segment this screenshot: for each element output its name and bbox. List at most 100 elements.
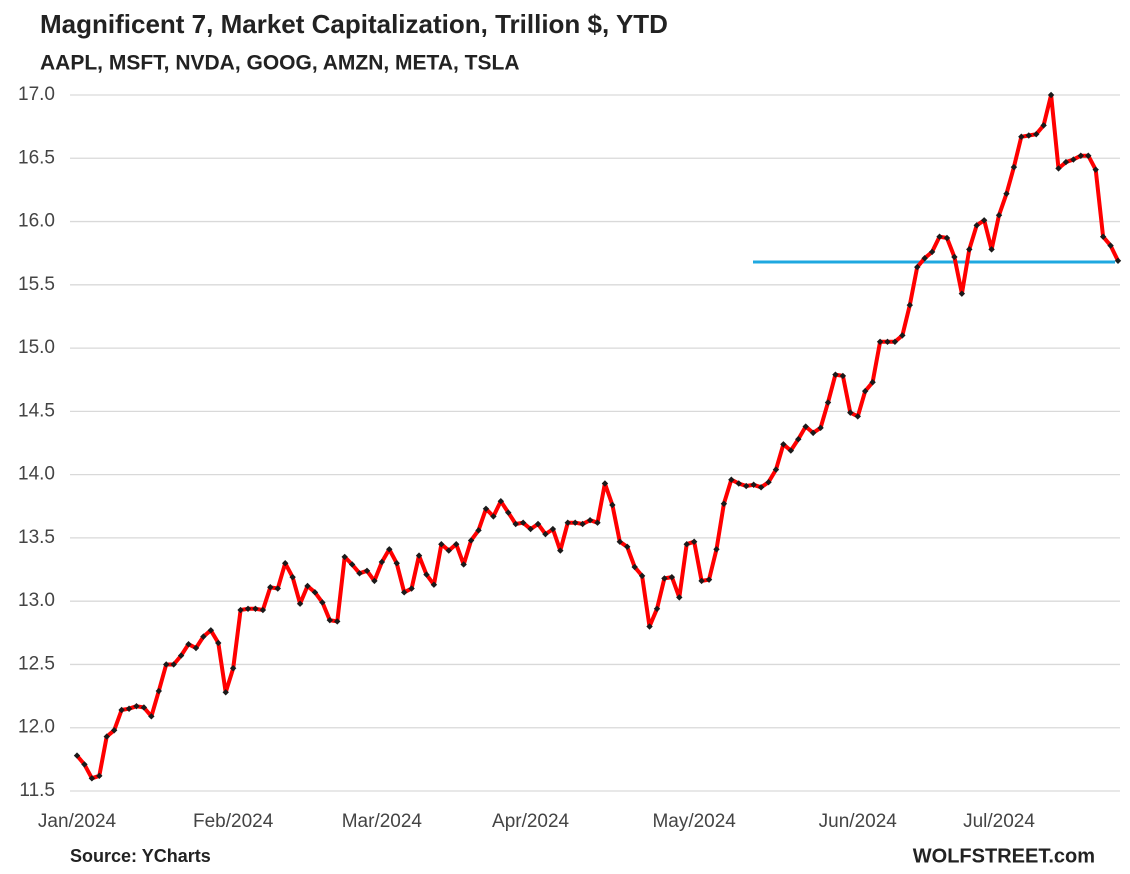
data-point xyxy=(334,618,341,625)
data-point xyxy=(1092,166,1099,173)
data-point xyxy=(296,600,304,607)
x-tick-label: Jun/2024 xyxy=(819,811,898,832)
data-point xyxy=(259,606,267,614)
data-point xyxy=(393,560,400,567)
data-point xyxy=(505,509,512,516)
data-point xyxy=(512,520,519,528)
data-point xyxy=(244,605,252,612)
data-point xyxy=(1010,163,1018,171)
data-point xyxy=(497,498,505,505)
data-point xyxy=(795,436,802,443)
data-point xyxy=(787,447,795,454)
data-point xyxy=(861,387,869,395)
data-point xyxy=(958,290,966,297)
data-point xyxy=(1077,152,1085,159)
data-point xyxy=(661,575,668,582)
data-point xyxy=(415,552,423,559)
data-point xyxy=(854,413,861,420)
data-point xyxy=(921,255,928,262)
y-tick-label: 16.5 xyxy=(18,147,55,168)
data-point xyxy=(579,520,586,528)
data-point xyxy=(363,567,371,575)
data-point xyxy=(229,665,237,672)
chart-subtitle: AAPL, MSFT, NVDA, GOOG, AMZN, META, TSLA xyxy=(40,52,519,75)
y-tick-label: 12.5 xyxy=(18,653,55,674)
data-point xyxy=(88,775,96,782)
data-point xyxy=(110,727,118,734)
data-point xyxy=(185,641,192,648)
data-point xyxy=(348,561,356,568)
data-point xyxy=(817,424,824,432)
data-point xyxy=(750,481,757,488)
data-point xyxy=(1114,257,1122,264)
data-point xyxy=(490,513,497,520)
data-point xyxy=(267,584,274,591)
data-point xyxy=(698,577,705,585)
data-point xyxy=(906,301,913,309)
data-point xyxy=(341,553,348,561)
data-point xyxy=(1040,122,1047,129)
data-point xyxy=(772,466,780,473)
data-point xyxy=(705,576,713,583)
data-point xyxy=(936,233,943,240)
data-point xyxy=(200,633,207,640)
x-tick-label: May/2024 xyxy=(652,811,736,832)
data-point xyxy=(683,541,690,548)
y-tick-label: 14.5 xyxy=(18,400,55,421)
data-point xyxy=(177,652,185,659)
data-point xyxy=(966,246,973,253)
data-point xyxy=(780,441,787,448)
data-point xyxy=(735,480,742,487)
data-point xyxy=(460,561,467,568)
data-point xyxy=(222,689,229,696)
credit-note: WOLFSTREET.com xyxy=(913,845,1095,867)
x-tick-label: Jul/2024 xyxy=(963,811,1035,832)
data-point xyxy=(237,606,244,614)
data-point xyxy=(653,605,661,612)
data-point xyxy=(676,594,683,601)
y-tick-label: 15.5 xyxy=(18,274,55,295)
y-tick-label: 16.0 xyxy=(18,211,55,232)
data-point xyxy=(467,537,475,544)
data-point xyxy=(1025,132,1032,139)
data-point xyxy=(423,571,430,578)
data-point xyxy=(400,589,408,596)
data-point xyxy=(638,572,646,580)
data-point xyxy=(1047,91,1055,99)
data-point xyxy=(140,704,148,711)
data-point xyxy=(192,644,200,652)
data-point xyxy=(891,338,899,345)
data-point xyxy=(728,476,735,483)
chart-title: Magnificent 7, Market Capitalization, Tr… xyxy=(40,9,668,39)
data-point xyxy=(914,263,921,271)
data-point xyxy=(430,581,438,588)
data-point xyxy=(557,547,564,554)
data-point xyxy=(1055,165,1062,172)
data-point xyxy=(445,547,452,554)
data-point xyxy=(163,661,170,668)
data-point xyxy=(609,501,616,509)
data-point xyxy=(519,519,527,526)
data-point xyxy=(743,482,750,490)
data-point xyxy=(624,543,631,550)
data-point xyxy=(155,687,162,695)
data-point xyxy=(943,234,951,242)
data-point xyxy=(564,519,571,526)
data-point xyxy=(616,538,624,545)
data-point xyxy=(549,525,557,533)
data-point xyxy=(1085,152,1092,159)
data-point xyxy=(713,546,720,553)
data-point xyxy=(371,577,378,585)
data-point xyxy=(73,752,81,759)
data-point xyxy=(118,706,125,714)
data-point xyxy=(326,616,334,624)
data-point xyxy=(586,516,594,524)
x-tick-label: Jan/2024 xyxy=(38,811,117,832)
data-point xyxy=(252,605,259,612)
data-point xyxy=(980,217,988,224)
y-tick-label: 12.0 xyxy=(18,717,55,738)
data-point xyxy=(170,661,177,668)
data-point xyxy=(839,372,847,380)
data-point xyxy=(534,520,542,528)
